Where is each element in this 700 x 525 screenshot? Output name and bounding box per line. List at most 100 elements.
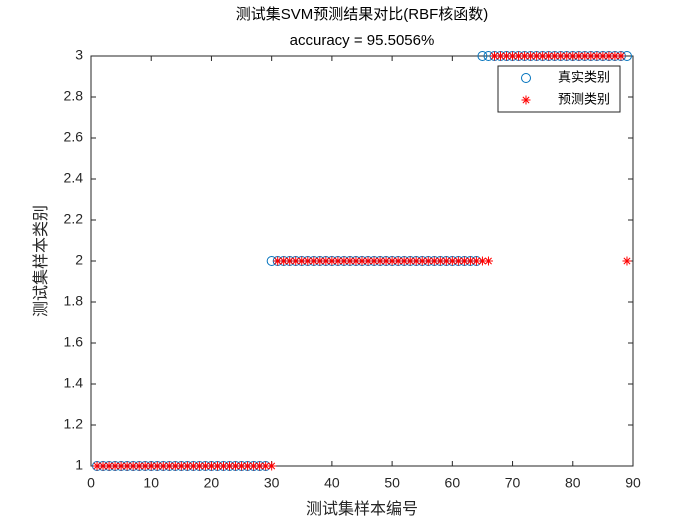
- y-tick-label: 1.4: [64, 375, 84, 391]
- asterisk-point: [273, 256, 283, 266]
- asterisk-point: [598, 51, 608, 61]
- asterisk-point: [267, 461, 277, 471]
- asterisk-point: [381, 256, 391, 266]
- asterisk-point: [134, 461, 144, 471]
- x-tick-label: 50: [384, 475, 400, 491]
- asterisk-point: [351, 256, 361, 266]
- y-tick-label: 3: [75, 47, 83, 63]
- asterisk-point: [574, 51, 584, 61]
- asterisk-point: [363, 256, 373, 266]
- asterisk-point: [116, 461, 126, 471]
- asterisk-point: [303, 256, 313, 266]
- chart-title: 测试集SVM预测结果对比(RBF核函数): [236, 6, 489, 23]
- asterisk-point: [218, 461, 228, 471]
- legend-marker: [521, 73, 531, 83]
- asterisk-point: [441, 256, 451, 266]
- asterisk-point: [309, 256, 319, 266]
- y-tick-label: 1.8: [64, 293, 84, 309]
- asterisk-point: [339, 256, 349, 266]
- asterisk-point: [622, 256, 632, 266]
- y-tick-label: 1.6: [64, 334, 84, 350]
- asterisk-point: [586, 51, 596, 61]
- y-tick-label: 2.6: [64, 129, 84, 145]
- asterisk-point: [496, 51, 506, 61]
- asterisk-point: [592, 51, 602, 61]
- asterisk-point: [429, 256, 439, 266]
- asterisk-point: [447, 256, 457, 266]
- chart-subtitle: accuracy = 95.5056%: [290, 32, 435, 49]
- asterisk-point: [140, 461, 150, 471]
- x-tick-label: 30: [264, 475, 280, 491]
- asterisk-point: [206, 461, 216, 471]
- y-tick-label: 1.2: [64, 416, 84, 432]
- asterisk-point: [489, 51, 499, 61]
- asterisk-point: [225, 461, 235, 471]
- asterisk-point: [502, 51, 512, 61]
- asterisk-point: [568, 51, 578, 61]
- asterisk-point: [508, 51, 518, 61]
- circle-point: [477, 51, 488, 61]
- y-tick-label: 2.8: [64, 88, 84, 104]
- asterisk-point: [580, 51, 590, 61]
- x-tick-label: 0: [87, 475, 95, 491]
- asterisk-point: [249, 461, 259, 471]
- asterisk-point: [200, 461, 210, 471]
- asterisk-point: [526, 51, 536, 61]
- asterisk-point: [483, 256, 493, 266]
- legend-marker: [521, 95, 531, 105]
- asterisk-point: [435, 256, 445, 266]
- asterisk-point: [98, 461, 108, 471]
- asterisk-point: [538, 51, 548, 61]
- asterisk-point: [176, 461, 186, 471]
- x-axis-label: 测试集样本编号: [306, 500, 418, 518]
- asterisk-point: [375, 256, 385, 266]
- asterisk-point: [237, 461, 247, 471]
- asterisk-point: [279, 256, 289, 266]
- asterisk-point: [520, 51, 530, 61]
- legend-label: 预测类别: [558, 91, 610, 106]
- asterisk-point: [170, 461, 180, 471]
- asterisk-point: [471, 256, 481, 266]
- asterisk-point: [104, 461, 114, 471]
- x-tick-label: 20: [204, 475, 220, 491]
- x-tick-label: 40: [324, 475, 340, 491]
- asterisk-point: [194, 461, 204, 471]
- asterisk-point: [146, 461, 156, 471]
- asterisk-point: [315, 256, 325, 266]
- y-tick-label: 2.4: [64, 170, 84, 186]
- asterisk-point: [110, 461, 120, 471]
- asterisk-point: [188, 461, 198, 471]
- asterisk-point: [182, 461, 192, 471]
- asterisk-point: [459, 256, 469, 266]
- asterisk-point: [550, 51, 560, 61]
- x-tick-label: 10: [143, 475, 159, 491]
- legend-label: 真实类别: [558, 69, 610, 84]
- y-tick-label: 2: [75, 252, 83, 268]
- asterisk-point: [297, 256, 307, 266]
- x-tick-label: 60: [445, 475, 461, 491]
- asterisk-point: [399, 256, 409, 266]
- asterisk-point: [291, 256, 301, 266]
- asterisk-point: [417, 256, 427, 266]
- asterisk-point: [514, 51, 524, 61]
- asterisk-point: [556, 51, 566, 61]
- asterisk-point: [122, 461, 132, 471]
- asterisk-point: [604, 51, 614, 61]
- asterisk-point: [152, 461, 162, 471]
- asterisk-point: [164, 461, 174, 471]
- y-tick-label: 2.2: [64, 211, 84, 227]
- asterisk-point: [255, 461, 265, 471]
- asterisk-point: [333, 256, 343, 266]
- asterisk-point: [423, 256, 433, 266]
- asterisk-point: [128, 461, 138, 471]
- y-tick-label: 1: [75, 457, 83, 473]
- asterisk-point: [243, 461, 253, 471]
- asterisk-point: [616, 51, 626, 61]
- asterisk-point: [158, 461, 168, 471]
- asterisk-point: [544, 51, 554, 61]
- asterisk-point: [405, 256, 415, 266]
- asterisk-point: [285, 256, 295, 266]
- asterisk-point: [477, 256, 487, 266]
- asterisk-point: [321, 256, 331, 266]
